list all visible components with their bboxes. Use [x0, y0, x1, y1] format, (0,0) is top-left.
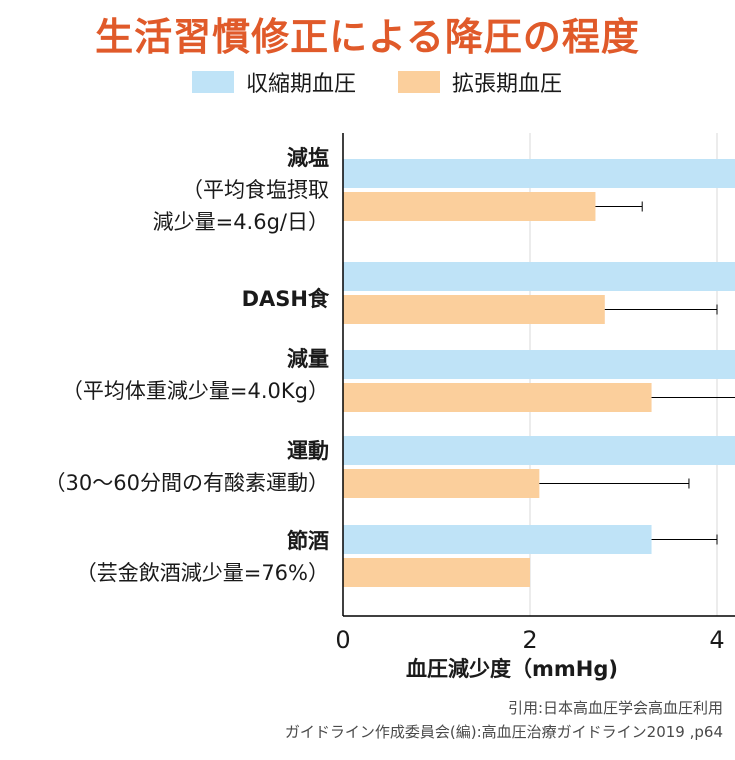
- legend-label-systolic: 収縮期血圧: [246, 72, 357, 97]
- systolic-bar: [343, 159, 735, 188]
- legend-swatch-diastolic: [398, 71, 440, 93]
- x-axis-label: 血圧減少度（mmHg): [406, 657, 618, 681]
- category-label-sub: （30〜60分間の有酸素運動）: [44, 471, 329, 495]
- legend-item-diastolic: 拡張期血圧: [398, 66, 562, 98]
- category-label-main: 運動: [287, 439, 329, 463]
- category-label: 減量 （平均体重減少量=4.0Kg）: [62, 343, 329, 407]
- legend-swatch-systolic: [192, 71, 234, 93]
- diastolic-bar: [343, 469, 540, 498]
- category-label-main: 減量: [287, 347, 329, 371]
- legend-item-systolic: 収縮期血圧: [192, 66, 356, 98]
- category-label-sub: （平均食塩摂取: [182, 178, 329, 202]
- legend: 収縮期血圧 拡張期血圧: [0, 66, 735, 98]
- systolic-bar: [343, 436, 735, 465]
- source-line-1: 引用:日本高血圧学会高血圧利用: [507, 699, 723, 717]
- systolic-bar: [343, 350, 735, 379]
- systolic-bar: [343, 262, 735, 291]
- category-label-sub: （芸金飲酒減少量=76%）: [75, 561, 329, 585]
- legend-label-diastolic: 拡張期血圧: [452, 72, 563, 97]
- category-label-sub: 減少量=4.6g/日）: [152, 210, 329, 234]
- diastolic-bar: [343, 558, 530, 587]
- category-label-main: DASH食: [241, 287, 329, 311]
- category-label: DASH食: [242, 283, 329, 315]
- x-tick-label: 4: [709, 626, 724, 654]
- chart-title: 生活習慣修正による降圧の程度: [95, 15, 640, 59]
- source-line-2: ガイドライン作成委員会(編):高血圧治療ガイドライン2019 ,p64: [284, 723, 723, 741]
- category-label: 減塩 （平均食塩摂取減少量=4.6g/日）: [153, 142, 329, 238]
- category-label-sub: （平均体重減少量=4.0Kg）: [61, 379, 329, 403]
- category-label: 節酒 （芸金飲酒減少量=76%）: [76, 525, 329, 589]
- diastolic-bar: [343, 192, 596, 221]
- category-label: 運動 （30〜60分間の有酸素運動）: [45, 435, 329, 499]
- category-label-main: 節酒: [287, 529, 329, 553]
- diastolic-bar: [343, 383, 652, 412]
- x-tick-label: 2: [522, 626, 537, 654]
- x-tick-label: 0: [335, 626, 350, 654]
- category-label-main: 減塩: [287, 146, 329, 170]
- diastolic-bar: [343, 295, 605, 324]
- systolic-bar: [343, 525, 652, 554]
